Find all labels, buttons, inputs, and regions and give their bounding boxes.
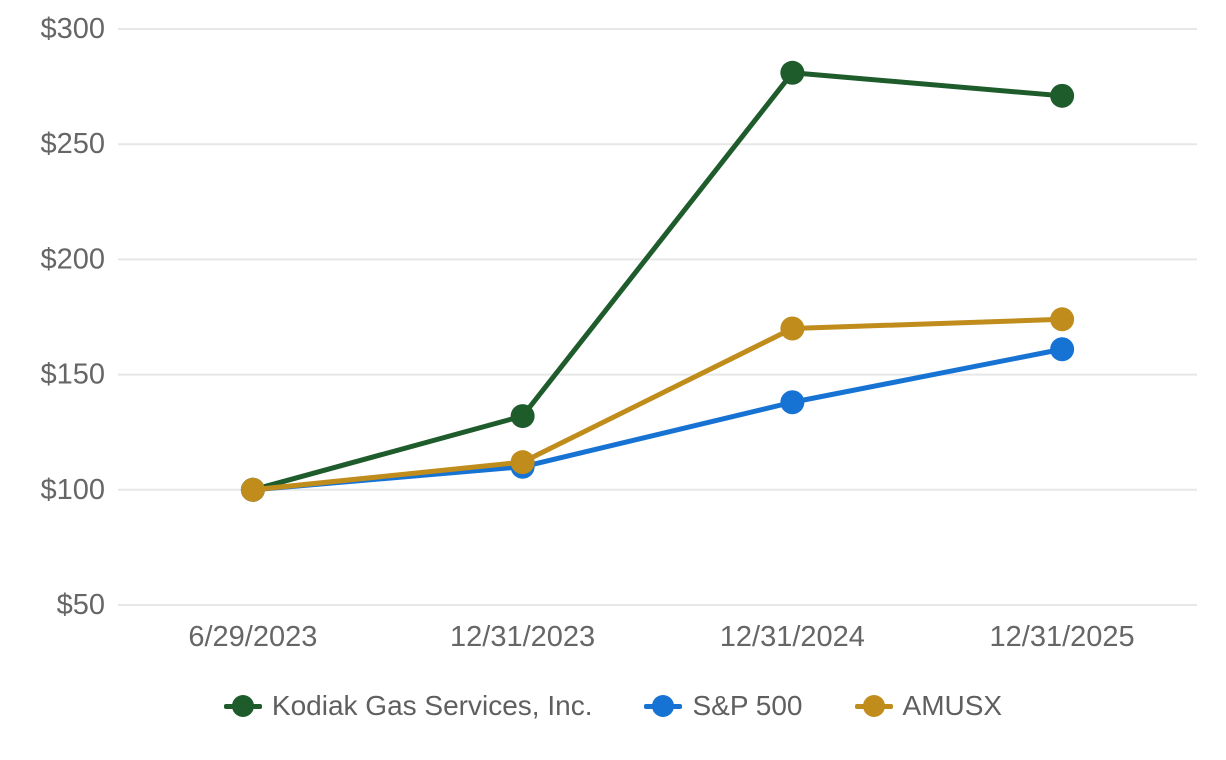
data-point	[780, 390, 805, 415]
y-axis-tick-label: $50	[57, 589, 105, 621]
x-axis-tick-label: 6/29/2023	[188, 621, 317, 653]
line-dot-marker-icon	[854, 693, 893, 719]
series-line	[250, 70, 1065, 493]
line-dot-marker-icon	[223, 693, 262, 719]
line-dot-marker-icon	[644, 693, 683, 719]
series-line	[250, 316, 1065, 493]
legend-item-kodiak: Kodiak Gas Services, Inc.	[223, 690, 593, 722]
data-point	[1050, 83, 1075, 108]
data-point	[1050, 337, 1075, 362]
data-point	[780, 60, 805, 85]
legend-label-amusx: AMUSX	[902, 690, 1003, 721]
y-axis-tick-label: $250	[40, 128, 105, 160]
data-point	[240, 477, 265, 502]
data-point	[510, 450, 535, 475]
legend-item-amusx: AMUSX	[854, 690, 1003, 722]
x-axis-tick-label: 12/31/2025	[990, 621, 1135, 653]
y-axis-tick-label: $200	[40, 243, 105, 275]
y-axis-tick-label: $150	[40, 359, 105, 391]
data-point	[510, 404, 535, 429]
data-point	[780, 316, 805, 341]
legend-item-sp500: S&P 500	[644, 690, 803, 722]
y-axis-tick-label: $300	[40, 13, 105, 45]
x-axis-tick-label: 12/31/2023	[450, 621, 595, 653]
data-point	[1050, 307, 1075, 332]
chart-legend: Kodiak Gas Services, Inc. S&P 500 AMUSX	[0, 686, 1226, 726]
series-line	[250, 346, 1065, 493]
y-axis-tick-label: $100	[40, 474, 105, 506]
legend-label-sp500: S&P 500	[692, 690, 803, 721]
x-axis-tick-label: 12/31/2024	[720, 621, 865, 653]
legend-label-kodiak: Kodiak Gas Services, Inc.	[271, 690, 593, 721]
